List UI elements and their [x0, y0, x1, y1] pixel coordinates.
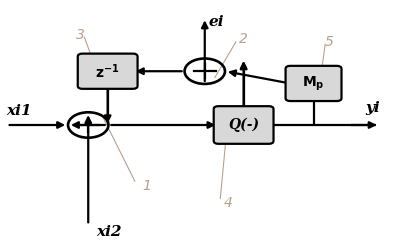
- Text: 5: 5: [325, 35, 333, 49]
- Text: $\mathbf{M_p}$: $\mathbf{M_p}$: [302, 74, 325, 92]
- FancyBboxPatch shape: [286, 66, 342, 101]
- Text: xi1: xi1: [7, 104, 32, 118]
- Text: 4: 4: [224, 196, 232, 210]
- Text: 2: 2: [239, 32, 248, 46]
- Text: 3: 3: [76, 28, 85, 42]
- Text: $\mathbf{z^{-1}}$: $\mathbf{z^{-1}}$: [95, 62, 120, 80]
- FancyBboxPatch shape: [214, 106, 273, 144]
- Text: xi2: xi2: [96, 225, 121, 239]
- Text: ei: ei: [209, 15, 224, 29]
- Text: yi: yi: [365, 101, 379, 115]
- FancyBboxPatch shape: [78, 54, 138, 89]
- Text: 1: 1: [142, 179, 151, 193]
- Text: Q(-): Q(-): [228, 118, 259, 132]
